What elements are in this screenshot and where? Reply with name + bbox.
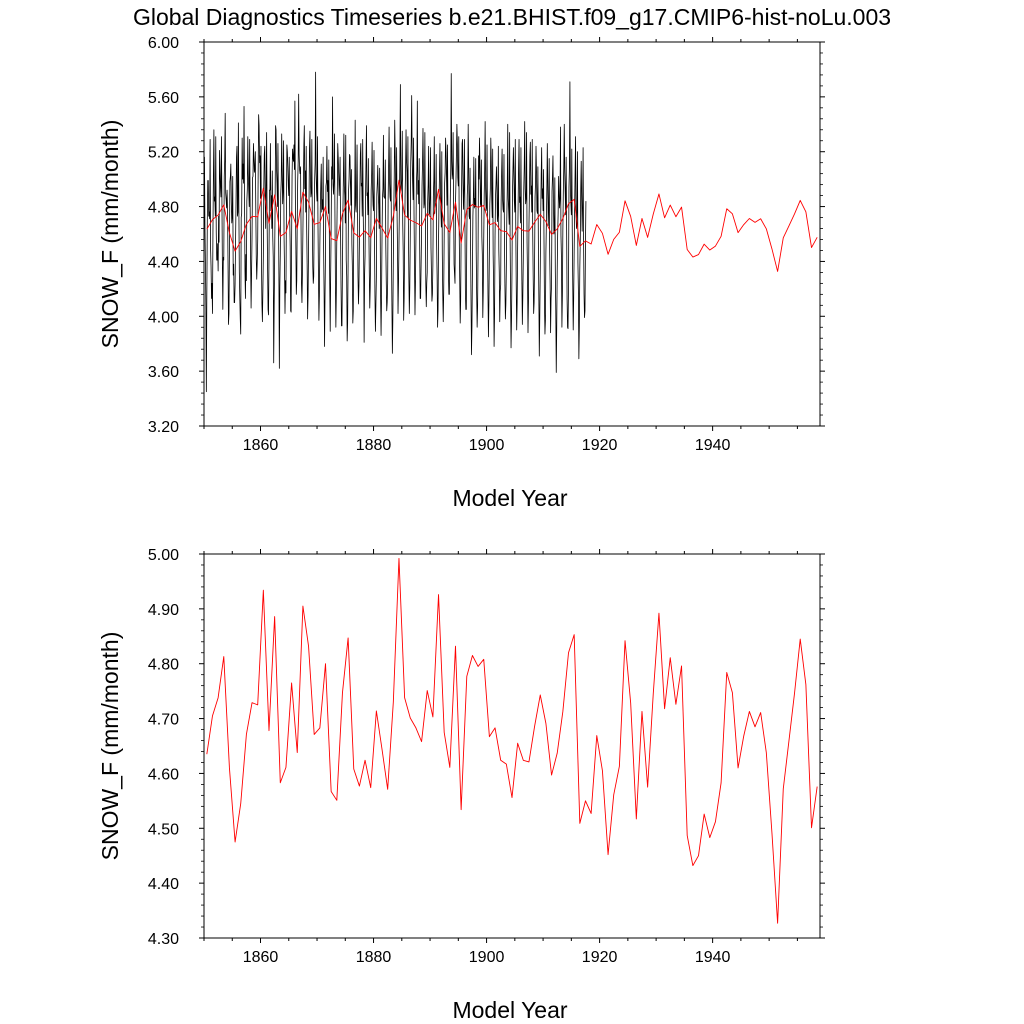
top-series-monthly-line — [203, 71, 587, 393]
top-series-annual-line — [206, 179, 818, 272]
top-y-tick-label: 3.20 — [148, 419, 179, 436]
bottom-y-tick-label: 4.60 — [148, 766, 179, 783]
top-y-tick-label: 3.60 — [148, 364, 179, 381]
top-y-tick-label: 4.80 — [148, 200, 179, 217]
top-y-tick-label: 4.40 — [148, 254, 179, 271]
bottom-x-tick-label: 1920 — [582, 949, 618, 966]
top-y-tick-label: 5.60 — [148, 90, 179, 107]
bottom-y-tick-label: 4.80 — [148, 657, 179, 674]
top-y-tick-label: 6.00 — [148, 35, 179, 52]
bottom-y-tick-label: 4.30 — [148, 931, 179, 948]
bottom-x-tick-label: 1940 — [695, 949, 731, 966]
bottom-y-axis-title: SNOW_F (mm/month) — [97, 632, 123, 861]
top-x-tick-label: 1860 — [243, 437, 279, 454]
bottom-y-tick-label: 4.90 — [148, 602, 179, 619]
top-x-tick-label: 1940 — [695, 437, 731, 454]
top-x-tick-label: 1920 — [582, 437, 618, 454]
top-x-tick-label: 1900 — [469, 437, 505, 454]
bottom-x-tick-label: 1880 — [356, 949, 392, 966]
bottom-y-tick-label: 4.50 — [148, 821, 179, 838]
top-plot-frame — [203, 41, 821, 427]
bottom-y-tick-label: 5.00 — [148, 547, 179, 564]
bottom-y-tick-label: 4.70 — [148, 712, 179, 729]
top-y-tick-label: 4.00 — [148, 309, 179, 326]
bottom-x-tick-label: 1860 — [243, 949, 279, 966]
top-y-tick-label: 5.20 — [148, 145, 179, 162]
bottom-panel: 4.30 4.40 4.50 4.60 4.70 4.80 4.90 5.00 1860 1880… — [97, 547, 825, 1023]
bottom-x-axis-title: Model Year — [452, 997, 567, 1023]
bottom-plot-frame — [203, 553, 821, 939]
top-y-axis-title: SNOW_F (mm/month) — [97, 120, 123, 349]
top-x-tick-label: 1880 — [356, 437, 392, 454]
bottom-y-tick-label: 4.40 — [148, 876, 179, 893]
top-x-axis-title: Model Year — [452, 485, 567, 511]
bottom-series-annual-line — [206, 557, 818, 924]
chart-title: Global Diagnostics Timeseries b.e21.BHIS… — [133, 4, 891, 30]
top-panel: 3.20 3.60 4.00 4.40 4.80 5.20 5.60 6.00 1860 1880… — [97, 35, 825, 511]
bottom-x-tick-label: 1900 — [469, 949, 505, 966]
